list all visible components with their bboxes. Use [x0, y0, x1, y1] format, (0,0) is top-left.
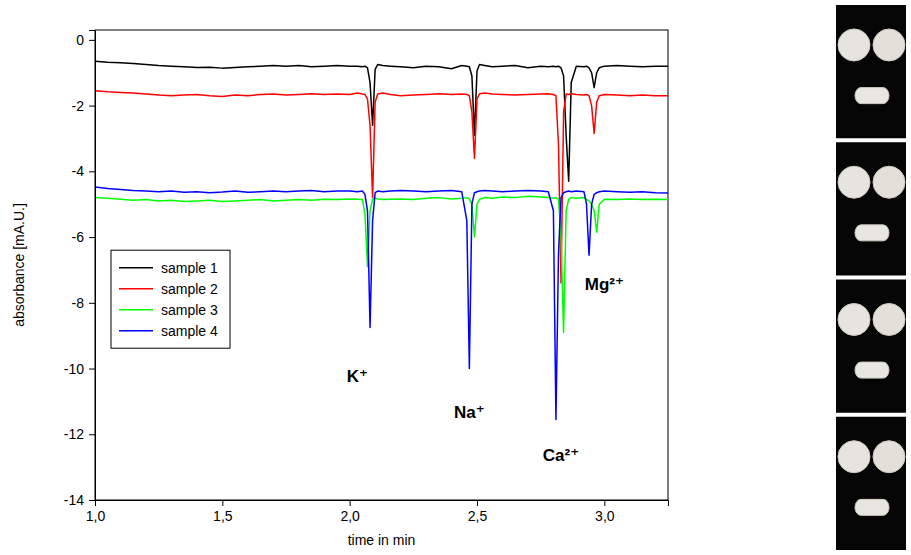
- plot-frame: [95, 30, 668, 500]
- x-tick-mark: [604, 500, 605, 506]
- x-tick-label: 3,0: [595, 508, 615, 524]
- series-line: [95, 187, 668, 419]
- legend-label: sample 4: [161, 323, 218, 339]
- legend-swatch: [119, 288, 153, 290]
- tablet-photo: [836, 5, 906, 138]
- y-tick: -6: [72, 229, 95, 245]
- tablet-front: [838, 29, 870, 61]
- tablet-front: [838, 441, 870, 473]
- y-tick-mark: [89, 434, 95, 435]
- x-tick: 3,0: [595, 500, 615, 524]
- tablet-back: [873, 303, 905, 335]
- y-tick-label: -8: [72, 295, 85, 311]
- tablet-back: [873, 29, 905, 61]
- y-tick-mark: [89, 106, 95, 107]
- tablet-side: [855, 88, 889, 104]
- tablet-photo: [836, 142, 906, 275]
- legend: sample 1 sample 2 sample 3 sample 4: [111, 250, 230, 348]
- tablet-photo: [836, 280, 906, 413]
- legend-label: sample 3: [161, 302, 218, 318]
- tablet-front: [838, 303, 870, 335]
- x-tick-mark: [222, 500, 223, 506]
- tablet-photo: [836, 417, 906, 550]
- x-tick: 1,5: [213, 500, 233, 524]
- y-tick-mark: [89, 40, 95, 41]
- y-tick-label: -4: [72, 163, 85, 179]
- y-tick-label: 0: [76, 32, 84, 48]
- x-tick-label: 1,0: [86, 508, 106, 524]
- peak-label: Na⁺: [454, 403, 485, 422]
- y-tick: -4: [72, 163, 95, 179]
- y-tick: 0: [76, 32, 95, 48]
- y-tick-label: -10: [64, 361, 84, 377]
- y-tick: -2: [72, 98, 95, 114]
- tablet-front: [838, 166, 870, 198]
- photo-background: [836, 417, 906, 550]
- y-tick-mark: [89, 303, 95, 304]
- legend-box: [111, 250, 230, 348]
- y-tick: -10: [64, 361, 95, 377]
- y-tick-mark: [89, 369, 95, 370]
- legend-swatch: [119, 309, 153, 311]
- y-tick: -8: [72, 295, 95, 311]
- photo-background: [836, 142, 906, 275]
- photo-background: [836, 280, 906, 413]
- tablet-back: [873, 166, 905, 198]
- tablet-side: [855, 362, 889, 378]
- x-tick-label: 1,5: [213, 508, 233, 524]
- tablet-side: [855, 225, 889, 241]
- peak-label: K⁺: [347, 367, 368, 386]
- legend-label: sample 2: [161, 281, 218, 297]
- y-tick: -12: [64, 426, 95, 442]
- x-axis: 1,0 1,5 2,0 2,5 3,0: [86, 500, 669, 524]
- legend-swatch: [119, 330, 153, 332]
- annotations: K⁺ Na⁺ Ca²⁺ Mg²⁺: [347, 275, 624, 465]
- tablet-photos: [836, 5, 906, 550]
- y-tick-mark: [89, 237, 95, 238]
- tablet-side: [855, 499, 889, 515]
- x-tick-mark: [350, 500, 351, 506]
- x-tick: 2,0: [340, 500, 360, 524]
- series-line: [95, 196, 668, 332]
- y-tick-mark: [89, 500, 95, 501]
- x-tick-label: 2,0: [340, 508, 360, 524]
- x-tick: 2,5: [468, 500, 488, 524]
- tablet-back: [873, 441, 905, 473]
- chart-root: 1,0 1,5 2,0 2,5 3,0 0 -2 -4 -6 -8 -10 -12 -14 time in…: [0, 0, 911, 555]
- legend-swatch: [119, 267, 153, 269]
- y-tick-mark: [89, 171, 95, 172]
- y-axis-line: [89, 31, 96, 501]
- y-axis-title: absorbance [mA.U.]: [11, 203, 27, 327]
- x-axis-title: time in min: [348, 532, 416, 548]
- peak-label: Ca²⁺: [543, 446, 579, 465]
- peak-label: Mg²⁺: [585, 275, 624, 294]
- y-tick-label: -14: [64, 492, 84, 508]
- x-axis-line: [96, 501, 669, 507]
- x-tick-mark: [477, 500, 478, 506]
- x-tick: 1,0: [86, 500, 106, 524]
- y-tick-label: -12: [64, 426, 84, 442]
- x-tick-label: 2,5: [468, 508, 488, 524]
- lines: [95, 61, 668, 419]
- photo-background: [836, 5, 906, 138]
- y-tick-label: -6: [72, 229, 85, 245]
- y-tick: -14: [64, 492, 95, 508]
- legend-label: sample 1: [161, 260, 218, 276]
- y-tick-label: -2: [72, 98, 85, 114]
- series-line: [95, 61, 668, 181]
- y-axis: 0 -2 -4 -6 -8 -10 -12 -14: [64, 31, 96, 508]
